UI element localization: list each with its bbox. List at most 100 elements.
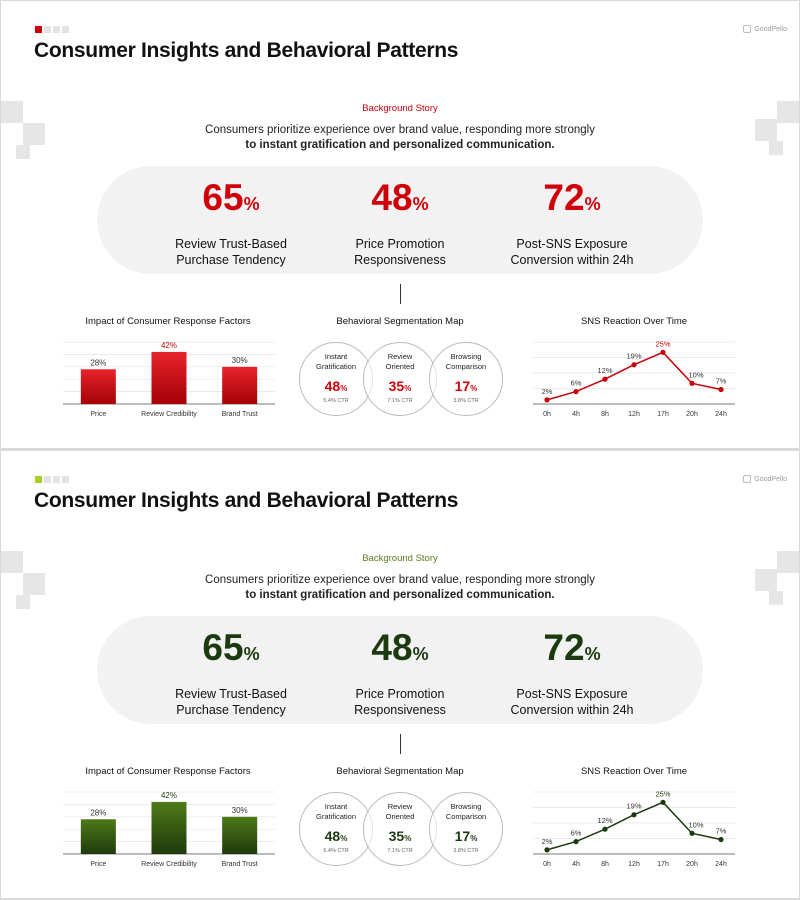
x-tick-label: 8h [601, 861, 609, 868]
data-point [544, 397, 550, 403]
x-tick-label: 12h [628, 861, 640, 868]
segment-unit: % [404, 834, 412, 843]
logo-icon [743, 475, 752, 483]
point-value-label: 12% [597, 366, 612, 375]
segment-instant-gratification: Instant Gratification 48% 5.4% CTR [299, 342, 373, 416]
data-point [660, 799, 666, 805]
segment-browsing-comparison: Browsing Comparison 17% 3.8% CTR [429, 792, 503, 866]
segment-review-oriented: Review Oriented 35% 7.1% CTR [363, 342, 437, 416]
bar-brand-trust [222, 366, 258, 404]
line-chart-title: SNS Reaction Over Time [580, 316, 688, 327]
x-tick-label: 24h [715, 411, 727, 418]
segmentation-title: Behavioral Segmentation Map [336, 316, 464, 327]
stat-label: Purchase Tendency [176, 253, 286, 267]
stat-unit: % [412, 194, 429, 214]
segment-name: Comparison [445, 362, 487, 371]
slide-2: Consumer Insights and Behavioral Pattern… [1, 451, 799, 898]
slide-indicator [35, 26, 69, 33]
data-point [602, 826, 608, 832]
segment-name: Browsing [450, 802, 482, 811]
stat-price-promotion: 48% Price Promotion Responsiveness [315, 626, 485, 718]
bar-value-label: 30% [232, 806, 248, 815]
x-tick-label: 4h [572, 411, 580, 418]
indicator-dot [44, 26, 51, 33]
stat-unit: % [412, 644, 429, 664]
intro-line-2: to instant gratification and personalize… [245, 139, 555, 151]
data-point [718, 386, 724, 393]
stat-label: Purchase Tendency [176, 703, 286, 717]
indicator-active [35, 476, 42, 483]
bar-price [80, 819, 116, 854]
intro-line-2: to instant gratification and personalize… [245, 589, 555, 601]
line-chart: 2% 0h 6% 4h 12% 8h 19% 12h 25% 17h 10% 20h 7% 24h [533, 789, 735, 868]
bar-category-label: Brand Trust [222, 411, 258, 418]
logo-text: GoodPello [754, 25, 787, 33]
segment-name: Gratification [315, 812, 357, 821]
line-chart-title: SNS Reaction Over Time [580, 766, 688, 777]
segment-name: Oriented [385, 362, 415, 371]
x-tick-label: 17h [657, 411, 669, 418]
point-value-label: 12% [597, 816, 612, 825]
intro-line-1: Consumers prioritize experience over bra… [205, 124, 595, 136]
stat-price-promotion: 48% Price Promotion Responsiveness [315, 176, 485, 268]
segment-ctr: 7.1% CTR [387, 398, 413, 404]
bar-value-label: 42% [161, 791, 177, 800]
indicator-dot [44, 476, 51, 483]
bar-category-label: Price [90, 861, 106, 868]
divider-line [400, 284, 401, 304]
stat-label: Responsiveness [354, 253, 446, 267]
stat-value: 65 [202, 627, 244, 668]
data-point [689, 830, 695, 836]
bar-brand-trust [222, 816, 258, 854]
bar-review-credibility [151, 801, 187, 854]
bar-chart: 28% Price 42% Review Credibility 30% Brand Tr… [63, 341, 275, 418]
point-value-label: 19% [626, 802, 641, 811]
bar-value-label: 42% [161, 341, 177, 350]
page-title: Consumer Insights and Behavioral Pattern… [34, 39, 459, 62]
bar-chart: 28% Price 42% Review Credibility 30% Brand Tr… [63, 791, 275, 868]
stat-label: Post-SNS Exposure [516, 687, 628, 701]
slide-indicator [35, 476, 69, 483]
stat-label: Review Trust-Based [175, 237, 287, 251]
data-point [689, 380, 695, 386]
stat-review-trust: 65% Review Trust-Based Purchase Tendency [146, 626, 316, 718]
segment-value: 48 [324, 378, 341, 394]
point-value-label: 25% [655, 789, 670, 798]
intro-line-1: Consumers prioritize experience over bra… [205, 574, 595, 586]
stat-sns-conversion: 72% Post-SNS Exposure Conversion within 2… [487, 176, 657, 268]
stats-panel [97, 616, 703, 724]
stats-panel [97, 166, 703, 274]
indicator-dot [53, 26, 60, 33]
page-title: Consumer Insights and Behavioral Pattern… [34, 489, 459, 512]
data-point [631, 812, 637, 818]
segment-name: Oriented [385, 812, 415, 821]
segment-value: 35 [388, 828, 405, 844]
stat-value: 48 [371, 627, 413, 668]
stat-value: 65 [202, 177, 244, 218]
stat-unit: % [243, 194, 260, 214]
indicator-dot [53, 476, 60, 483]
segment-unit: % [340, 834, 348, 843]
stat-review-trust: 65% Review Trust-Based Purchase Tendency [146, 176, 316, 268]
x-tick-label: 0h [543, 411, 551, 418]
point-value-label: 7% [716, 827, 727, 836]
stat-sns-conversion: 72% Post-SNS Exposure Conversion within 2… [487, 626, 657, 718]
segment-value: 48 [324, 828, 341, 844]
intro-text: Consumers prioritize experience over bra… [1, 573, 799, 603]
segment-name: Gratification [315, 362, 357, 371]
intro-text: Consumers prioritize experience over bra… [1, 123, 799, 153]
stat-label: Conversion within 24h [510, 253, 634, 267]
segment-name: Instant [324, 802, 348, 811]
point-value-label: 2% [542, 837, 553, 846]
point-value-label: 25% [655, 339, 670, 348]
bar-chart-title: Impact of Consumer Response Factors [85, 316, 251, 327]
stat-unit: % [584, 644, 601, 664]
segment-name: Comparison [445, 812, 487, 821]
segment-unit: % [404, 384, 412, 393]
bar-category-label: Review Credibility [141, 411, 197, 418]
data-point [573, 839, 579, 845]
stat-value: 72 [543, 627, 585, 668]
segment-ctr: 3.8% CTR [453, 398, 479, 404]
point-value-label: 2% [542, 387, 553, 396]
point-value-label: 6% [571, 379, 582, 388]
